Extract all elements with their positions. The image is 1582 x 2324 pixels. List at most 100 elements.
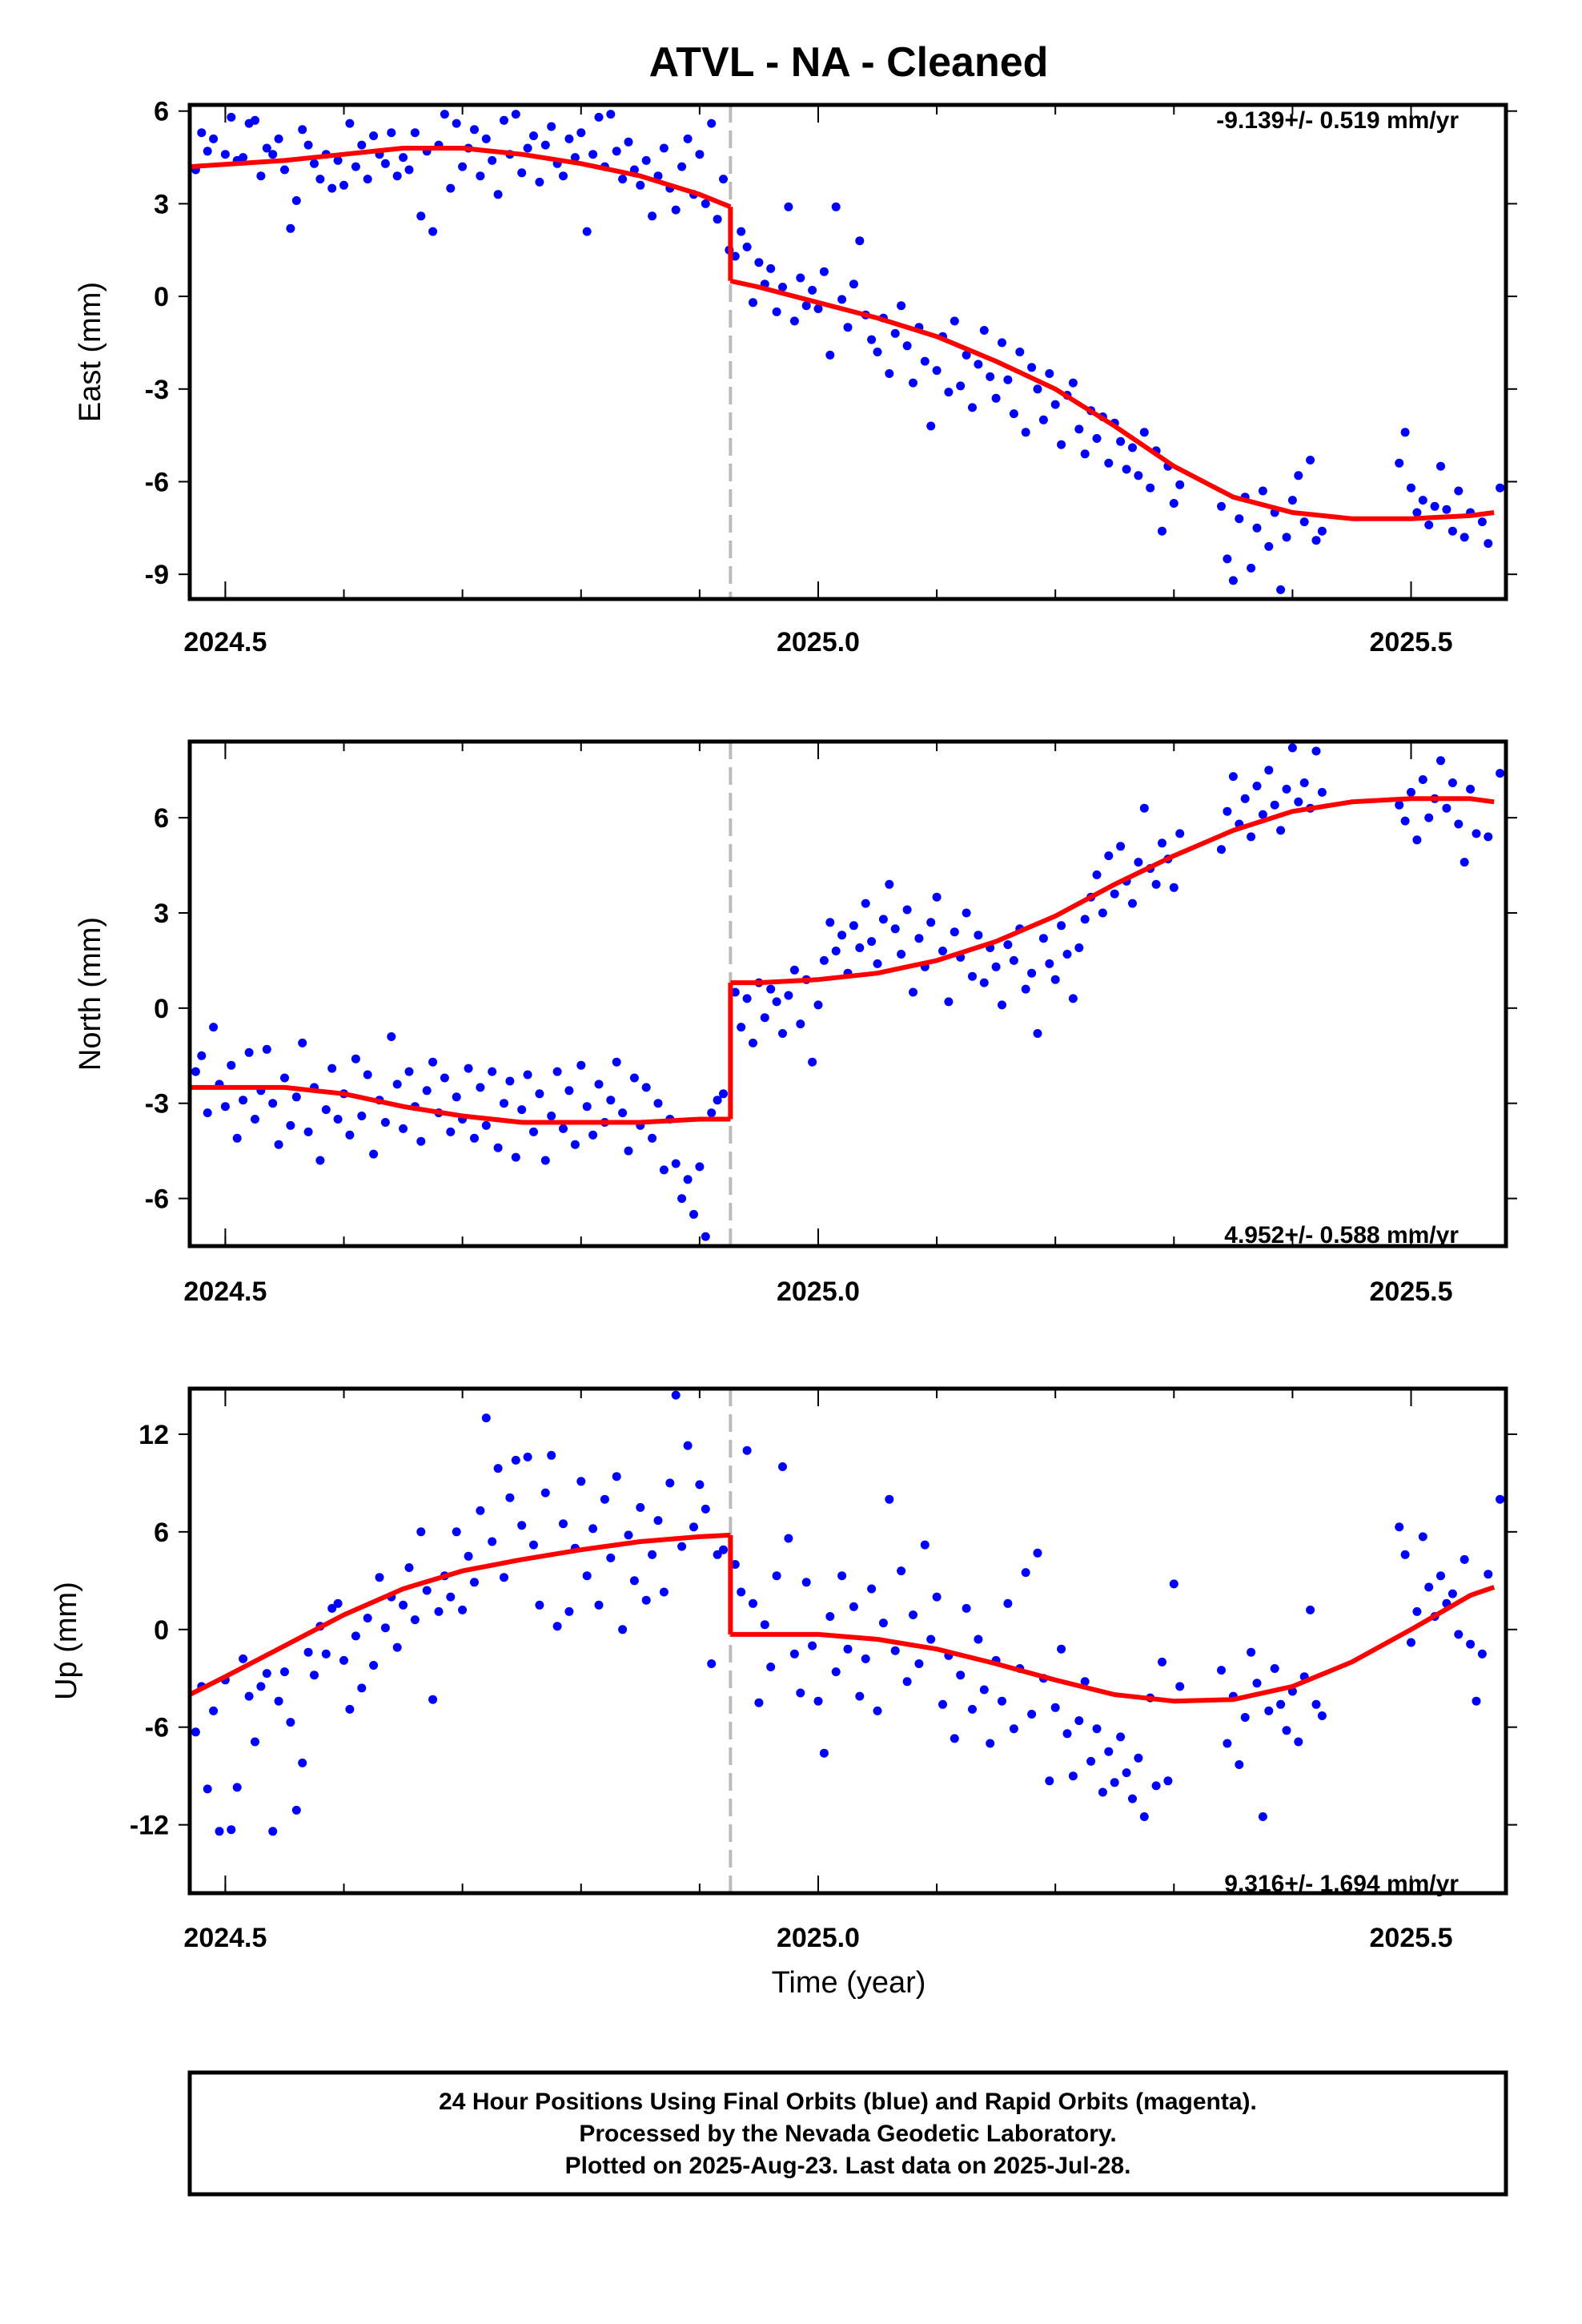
up-data-point <box>280 1667 289 1677</box>
up-data-point <box>470 1578 479 1587</box>
up-data-point <box>244 1691 254 1701</box>
east-data-point <box>855 236 865 246</box>
up-y-axis-label: Up (mm) <box>50 1582 83 1700</box>
up-data-point <box>500 1573 508 1582</box>
east-y-tick-label: -9 <box>145 560 169 590</box>
up-data-point <box>938 1699 947 1709</box>
up-data-point <box>1122 1768 1131 1778</box>
up-fit-line <box>730 1585 1496 1704</box>
up-data-point <box>1317 1711 1327 1720</box>
up-data-point <box>1027 1710 1037 1719</box>
up-data-point <box>1447 1589 1457 1598</box>
east-data-point <box>1252 523 1262 533</box>
north-data-point <box>962 908 971 918</box>
north-data-point <box>387 1032 396 1041</box>
north-data-point <box>1418 775 1427 784</box>
east-data-point <box>825 350 835 360</box>
north-data-point <box>914 934 924 943</box>
north-data-point <box>902 905 912 915</box>
north-data-point <box>529 1127 538 1136</box>
east-y-tick-label: -6 <box>145 467 169 497</box>
north-data-point <box>1294 797 1303 806</box>
east-y-tick-label: -3 <box>145 375 169 405</box>
up-data-point <box>1270 1664 1279 1673</box>
east-data-point <box>1169 499 1178 508</box>
east-data-point <box>256 171 266 181</box>
east-data-point <box>203 147 212 156</box>
up-data-point <box>239 1654 248 1663</box>
up-data-point <box>232 1783 242 1792</box>
east-data-point <box>909 378 917 388</box>
north-data-point <box>1045 959 1054 968</box>
north-data-point <box>576 1060 586 1070</box>
north-data-point <box>197 1051 207 1060</box>
east-data-point <box>1146 483 1155 493</box>
east-data-point <box>1050 400 1060 409</box>
north-data-point <box>677 1194 687 1204</box>
north-fit-line <box>190 1084 731 1125</box>
x-axis-label: Time (year) <box>772 1966 926 2000</box>
east-data-point <box>1454 486 1464 496</box>
north-data-point <box>570 1140 580 1149</box>
up-data-point <box>1460 1554 1469 1564</box>
up-data-point <box>950 1734 959 1743</box>
north-data-point <box>505 1076 515 1086</box>
north-data-point <box>268 1099 278 1108</box>
up-data-point <box>701 1504 710 1514</box>
east-data-point <box>897 301 906 311</box>
east-data-point <box>380 159 390 168</box>
up-data-point <box>262 1669 271 1679</box>
east-data-point <box>517 168 527 178</box>
north-data-point <box>796 1019 805 1029</box>
east-data-point <box>369 131 379 141</box>
up-data-point <box>1045 1776 1054 1786</box>
east-data-point <box>1276 585 1286 594</box>
up-data-point <box>410 1615 420 1625</box>
north-data-point <box>559 1124 568 1133</box>
east-data-point <box>986 372 995 381</box>
north-data-point <box>535 1089 544 1099</box>
up-data-point <box>1092 1724 1102 1734</box>
east-data-point <box>950 316 959 326</box>
north-data-point <box>968 971 977 981</box>
north-data-point <box>749 1038 757 1047</box>
north-data-point <box>511 1152 520 1162</box>
east-data-point <box>511 110 520 119</box>
east-data-point <box>695 150 705 159</box>
east-data-point <box>1175 480 1185 489</box>
north-data-point <box>1287 743 1297 753</box>
up-data-point <box>1418 1532 1427 1542</box>
east-data-point <box>446 183 456 193</box>
east-data-point <box>470 125 479 135</box>
north-data-point <box>369 1149 379 1159</box>
east-data-point <box>1003 375 1013 384</box>
north-data-point <box>719 1089 728 1099</box>
up-data-point <box>345 1704 355 1714</box>
north-data-point <box>1098 908 1107 918</box>
up-data-point <box>1466 1639 1476 1649</box>
east-data-point <box>547 122 556 131</box>
north-data-point <box>909 987 917 997</box>
east-data-point <box>956 381 966 391</box>
up-data-point <box>1057 1644 1066 1654</box>
up-data-point <box>659 1587 669 1597</box>
east-data-point <box>1484 539 1493 549</box>
north-data-point <box>1252 782 1262 790</box>
east-data-point <box>564 134 574 143</box>
north-data-point <box>998 1000 1006 1010</box>
up-data-point <box>1264 1706 1274 1715</box>
up-data-point <box>778 1462 787 1471</box>
east-data-point <box>1496 483 1505 493</box>
east-data-point <box>1009 409 1018 419</box>
east-data-point <box>843 323 853 332</box>
east-data-point <box>227 112 236 122</box>
up-data-point <box>902 1677 912 1687</box>
up-data-point <box>1240 1713 1250 1722</box>
east-data-point <box>778 283 787 292</box>
north-data-point <box>1074 943 1084 952</box>
north-data-point <box>1466 784 1476 794</box>
north-data-point <box>280 1073 289 1083</box>
north-data-point <box>808 1057 817 1067</box>
east-data-point <box>327 183 337 193</box>
